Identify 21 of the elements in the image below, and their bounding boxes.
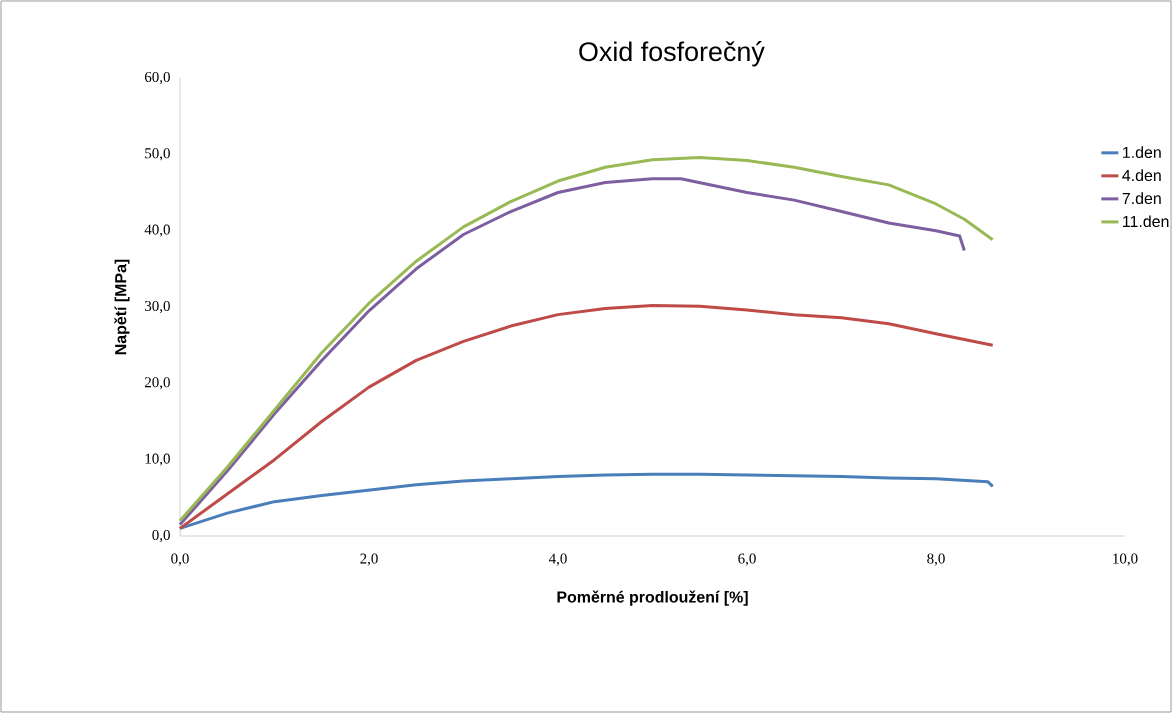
legend-label: 4.den [1122, 169, 1161, 182]
y-tick-label: 50,0 [145, 148, 170, 161]
x-tick-label: 6,0 [738, 553, 756, 566]
legend-label: 11.den [1123, 215, 1169, 228]
x-tick-label: 4,0 [548, 553, 567, 566]
x-tick-label: 10,0 [1113, 553, 1138, 566]
x-tick-label: 0,0 [171, 553, 189, 566]
x-tick-label: 2,0 [360, 553, 378, 566]
x-axis-title: Poměrné prodloužení [%] [557, 590, 748, 606]
y-tick-label: 20,0 [144, 377, 170, 390]
y-tick-label: 10,0 [145, 453, 170, 466]
line-series [178, 303, 995, 530]
legend-label: 7.den [1122, 192, 1161, 205]
y-tick-label: 30,0 [145, 300, 170, 314]
y-tick-label: 60,0 [144, 71, 170, 85]
y-axis-title: Napětí [MPa] [114, 259, 130, 355]
y-tick-label: 40,0 [144, 224, 170, 237]
legend-label: 1.den [1123, 146, 1161, 159]
y-tick-label: 0,0 [152, 529, 170, 543]
chart-title: Oxid fosforečný [579, 41, 765, 67]
x-tick-label: 8,0 [927, 553, 945, 566]
